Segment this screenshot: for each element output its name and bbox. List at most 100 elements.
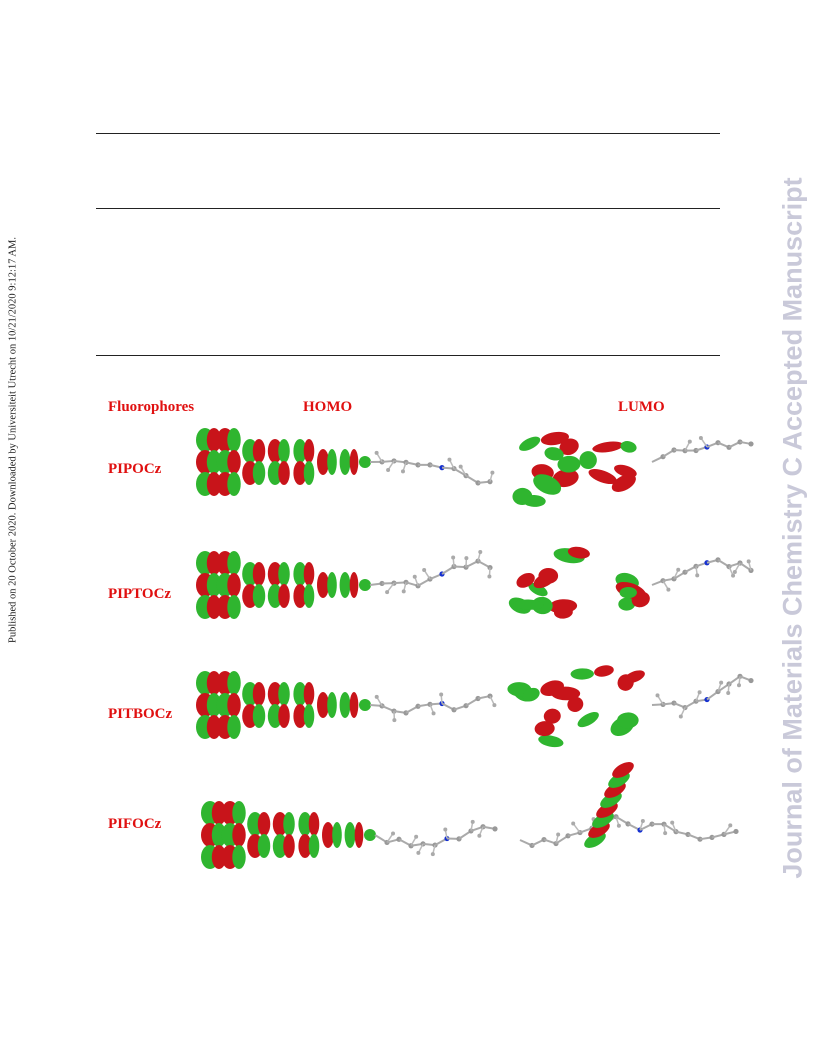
atom — [697, 836, 703, 842]
atom — [487, 574, 492, 579]
orbital-lobe — [359, 456, 371, 468]
orbital-lobe — [293, 439, 307, 463]
atom — [719, 680, 724, 685]
orbital-lobe — [278, 439, 290, 463]
atom — [746, 559, 751, 564]
orbital-lobe — [303, 439, 315, 463]
atom — [374, 694, 379, 699]
orbital-lobe — [303, 584, 315, 608]
atom — [571, 821, 576, 826]
orbital-lobe — [359, 579, 371, 591]
orbital-lobe — [232, 823, 246, 847]
orbital-lobe — [624, 670, 645, 684]
orbital-lobe — [516, 572, 535, 588]
orbital-lobe — [211, 845, 227, 869]
orbital-lobe — [344, 822, 356, 848]
orbital-lobe — [267, 682, 283, 706]
orbital-lobe — [322, 822, 334, 848]
orbital-lobe — [577, 712, 599, 728]
atom — [748, 677, 754, 684]
orbital-lobe — [553, 605, 573, 619]
orbital-lobe — [339, 692, 351, 718]
orbital-lobe — [293, 461, 307, 485]
orbital-lobe — [349, 692, 359, 718]
orbital-lobe — [611, 474, 636, 492]
orbital-lobe — [594, 665, 614, 677]
orbital-lobe — [278, 584, 290, 608]
atom — [412, 574, 417, 579]
column-header: LUMO — [618, 399, 665, 415]
orbital-lobe — [206, 595, 222, 619]
atom — [439, 692, 444, 697]
atom — [678, 714, 683, 719]
atom — [430, 852, 435, 857]
atom — [492, 826, 498, 832]
orbital-lobe — [544, 447, 564, 461]
orbital-lobe — [618, 597, 636, 611]
atom — [687, 439, 692, 444]
orbital-lobe — [519, 436, 541, 451]
orbital-lobe — [227, 551, 241, 575]
orbital-lobe — [227, 671, 241, 695]
orbital-lobe — [308, 812, 320, 836]
atom — [670, 820, 675, 825]
orbital-lobe — [567, 546, 590, 559]
orbital-lobe — [332, 822, 342, 848]
atom — [447, 457, 452, 462]
orbital-lobe — [227, 715, 241, 739]
orbital-lobe — [278, 682, 290, 706]
orbital-lobe — [513, 599, 544, 610]
orbital-lobe — [631, 591, 650, 608]
atom — [477, 833, 482, 838]
orbital-lobe — [293, 562, 307, 586]
orbital-lobe — [211, 823, 227, 847]
atom — [443, 827, 448, 832]
atom — [475, 695, 481, 702]
atom — [666, 587, 671, 592]
atom — [731, 573, 736, 578]
orbital-lobe — [588, 468, 617, 485]
row-label: PIFOCz — [108, 816, 162, 832]
column-header: Fluorophores — [108, 399, 195, 415]
orbital-lobe — [206, 693, 222, 717]
orbital-lobe — [227, 428, 241, 452]
orbital-lobe — [364, 829, 376, 841]
orbital-lobe — [533, 474, 562, 495]
orbital-lobe — [592, 441, 624, 453]
orbital-lobe — [206, 450, 222, 474]
atom — [391, 831, 396, 836]
orbital-lobe — [557, 455, 581, 473]
orbital-lobe — [267, 461, 283, 485]
orbital-lobe — [303, 461, 315, 485]
atom — [374, 450, 379, 455]
atom — [379, 580, 385, 587]
orbital-lobe — [308, 834, 320, 858]
orbital-lobe — [272, 834, 288, 858]
orbital-lobe — [227, 472, 241, 496]
orbital-lobe — [522, 687, 540, 702]
rule — [96, 208, 720, 209]
orbital-lobe — [227, 693, 241, 717]
orbital-lobe — [227, 595, 241, 619]
rule — [96, 355, 720, 356]
orbital-lobe — [232, 845, 246, 869]
atom — [676, 567, 681, 572]
orbital-lobe — [278, 562, 290, 586]
orbital-lobe — [252, 584, 266, 608]
row-label: PIPOCz — [108, 461, 162, 477]
atom — [698, 435, 703, 440]
orbital-lobe — [293, 704, 307, 728]
orbital-lobe — [252, 682, 266, 706]
orbital-lobe — [317, 449, 329, 475]
atom — [386, 467, 391, 472]
atom — [737, 683, 742, 688]
orbital-lobe — [293, 584, 307, 608]
atom — [556, 832, 561, 837]
orbital-lobe — [283, 812, 295, 836]
orbital-lobe — [272, 812, 288, 836]
atom — [400, 469, 405, 474]
orbital-lobe — [614, 464, 637, 478]
orbital-lobe — [354, 822, 364, 848]
orbital-lobe — [298, 834, 312, 858]
row-label: PITBOCz — [108, 706, 173, 722]
